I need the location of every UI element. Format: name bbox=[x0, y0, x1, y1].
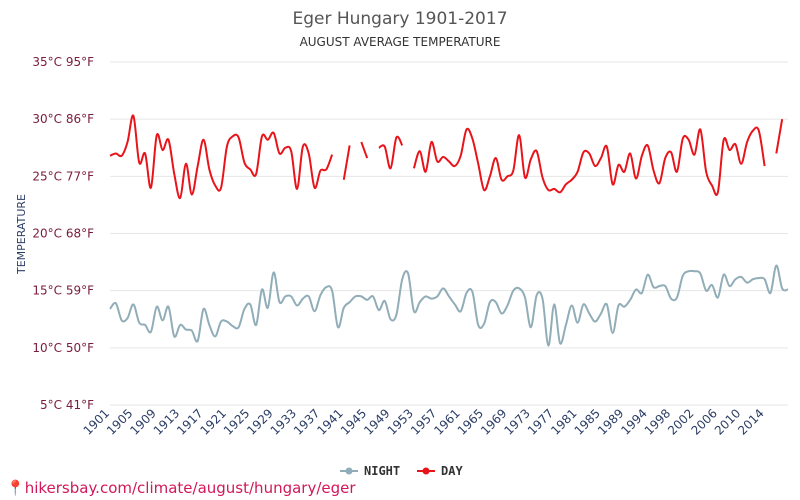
x-tick-label: 1981 bbox=[548, 406, 579, 437]
x-tick-label: 1977 bbox=[525, 406, 556, 437]
y-tick-label: 25°C 77°F bbox=[32, 169, 94, 183]
x-tick-label: 1973 bbox=[501, 406, 532, 437]
y-tick-label: 15°C 59°F bbox=[32, 284, 94, 298]
x-tick-label: 1917 bbox=[174, 406, 205, 437]
y-tick-label: 10°C 50°F bbox=[32, 341, 94, 355]
chart-title: Eger Hungary 1901-2017 bbox=[292, 9, 507, 29]
y-tick-label: 35°C 95°F bbox=[32, 55, 94, 69]
legend-night-marker bbox=[345, 467, 353, 475]
day-line-segment bbox=[378, 135, 404, 170]
x-tick-label: 1949 bbox=[361, 406, 392, 437]
legend-night-label: NIGHT bbox=[364, 464, 400, 478]
legend-day-label: DAY bbox=[441, 464, 463, 478]
x-tick-label: 2002 bbox=[665, 406, 696, 437]
x-tick-label: 1933 bbox=[268, 406, 299, 437]
x-tick-label: 1961 bbox=[431, 406, 462, 437]
x-tick-label: 1989 bbox=[595, 406, 626, 437]
y-axis-ticks: 35°C 95°F 30°C 86°F 25°C 77°F 20°C 68°F 15°C… bbox=[32, 55, 94, 412]
series-lines bbox=[109, 114, 789, 347]
y-tick-label: 5°C 41°F bbox=[40, 398, 94, 412]
x-tick-label: 1941 bbox=[314, 406, 345, 437]
y-tick-label: 20°C 68°F bbox=[32, 227, 94, 241]
x-tick-label: 1957 bbox=[408, 406, 439, 437]
x-tick-label: 1921 bbox=[198, 406, 229, 437]
x-tick-label: 1998 bbox=[642, 406, 673, 437]
x-tick-label: 1953 bbox=[385, 406, 416, 437]
day-line-segment bbox=[342, 145, 351, 180]
x-tick-label: 1965 bbox=[455, 406, 486, 437]
chart-subtitle: AUGUST AVERAGE TEMPERATURE bbox=[300, 35, 501, 49]
x-tick-label: 1909 bbox=[127, 406, 158, 437]
x-tick-label: 1929 bbox=[244, 406, 275, 437]
x-tick-label: 2010 bbox=[712, 406, 743, 437]
x-tick-label: 2006 bbox=[688, 406, 719, 437]
legend-day-marker bbox=[422, 467, 430, 475]
night-line-segment bbox=[109, 264, 789, 347]
x-tick-label: 1905 bbox=[104, 406, 135, 437]
x-tick-label: 1994 bbox=[618, 406, 649, 437]
y-tick-label: 30°C 86°F bbox=[32, 112, 94, 126]
source-link[interactable]: 📍hikersbay.com/climate/august/hungary/eg… bbox=[6, 479, 356, 497]
day-line-segment bbox=[109, 114, 334, 200]
day-line-segment bbox=[775, 119, 784, 154]
series-day bbox=[109, 114, 784, 200]
legend-item-night[interactable]: NIGHT bbox=[340, 464, 400, 478]
x-tick-label: 1925 bbox=[221, 406, 252, 437]
x-tick-label: 2014 bbox=[735, 406, 766, 437]
source-url: hikersbay.com/climate/august/hungary/ege… bbox=[24, 479, 356, 497]
x-tick-label: 1945 bbox=[338, 406, 369, 437]
grid-lines bbox=[110, 61, 788, 406]
x-axis-ticks: 1901190519091913191719211925192919331937… bbox=[81, 406, 767, 437]
legend: NIGHT DAY bbox=[340, 464, 463, 478]
y-axis-label: TEMPERATURE bbox=[15, 194, 28, 275]
x-tick-label: 1985 bbox=[572, 406, 603, 437]
x-tick-label: 1969 bbox=[478, 406, 509, 437]
x-tick-label: 1913 bbox=[151, 406, 182, 437]
day-line-segment bbox=[360, 141, 369, 159]
legend-item-day[interactable]: DAY bbox=[417, 464, 463, 478]
location-pin-icon: 📍 bbox=[6, 479, 25, 497]
x-tick-label: 1937 bbox=[291, 406, 322, 437]
series-night bbox=[109, 264, 789, 347]
day-line-segment bbox=[412, 126, 766, 196]
